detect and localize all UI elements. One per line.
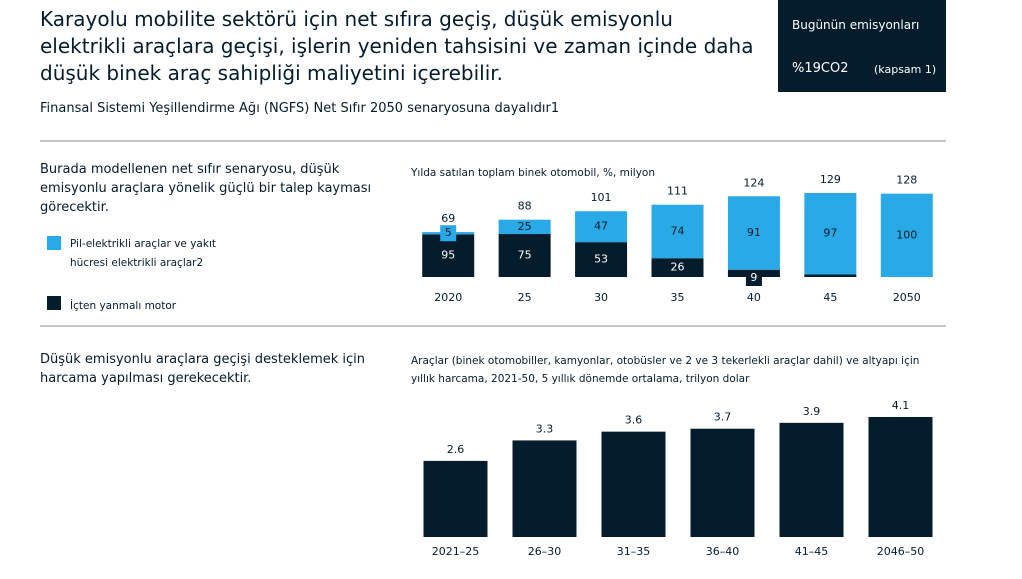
bar-segment bbox=[575, 242, 628, 277]
value-label: 2.6 bbox=[447, 443, 465, 456]
x-tick-label: 41–45 bbox=[795, 545, 829, 558]
bar bbox=[779, 422, 844, 537]
total-label: 88 bbox=[518, 200, 532, 213]
box-note: (kapsam 1) bbox=[874, 63, 937, 76]
x-tick-label: 2021–25 bbox=[432, 545, 480, 558]
value-label: 75 bbox=[518, 249, 532, 262]
value-label: 47 bbox=[594, 220, 608, 233]
total-label: 129 bbox=[820, 173, 841, 186]
total-label: 124 bbox=[743, 176, 764, 189]
box-label: Bugünün emisyonları bbox=[792, 18, 920, 32]
total-label: 128 bbox=[896, 174, 917, 187]
bar-segment bbox=[880, 193, 933, 277]
value-label: 25 bbox=[518, 220, 532, 233]
value-label: 26 bbox=[671, 261, 685, 274]
bar-segment bbox=[651, 258, 704, 277]
legend-label: Pil-elektrikli araçlar ve yakıt hücresi … bbox=[70, 238, 216, 269]
value-label: 3.3 bbox=[536, 422, 554, 435]
bar-segment bbox=[804, 274, 857, 277]
bar bbox=[690, 428, 755, 537]
x-tick-label: 31–35 bbox=[617, 545, 651, 558]
bar-segment bbox=[727, 196, 780, 270]
label-bg bbox=[745, 270, 762, 286]
bar-segment bbox=[651, 204, 704, 259]
total-label: 69 bbox=[441, 212, 455, 225]
value-label: 100 bbox=[896, 228, 917, 241]
bar-segment bbox=[422, 234, 475, 277]
bar-segment bbox=[498, 234, 551, 277]
title: Karayolu mobilite sektörü için net sıfır… bbox=[40, 7, 754, 85]
x-tick-label: 2046–50 bbox=[877, 545, 925, 558]
value-label: 3.6 bbox=[625, 414, 643, 427]
value-label: 3.9 bbox=[803, 405, 821, 418]
chart-title: Yılda satılan toplam binek otomobil, %, … bbox=[411, 167, 656, 179]
bar bbox=[601, 431, 666, 537]
box-value: %19CO2 bbox=[792, 61, 849, 76]
subtitle: Finansal Sistemi Yeşillendirme Ağı (NGFS… bbox=[40, 101, 560, 116]
value-label: 4.1 bbox=[892, 399, 910, 412]
chart-title: Araçlar (binek otomobiller, kamyonlar, o… bbox=[411, 355, 920, 385]
value-label: 97 bbox=[823, 227, 837, 240]
value-label: 91 bbox=[747, 226, 761, 239]
x-tick-label: 2050 bbox=[893, 291, 921, 304]
bar-segment bbox=[575, 211, 628, 243]
value-label: 5 bbox=[445, 226, 452, 239]
total-label: 101 bbox=[591, 191, 612, 204]
value-label: 95 bbox=[441, 249, 455, 262]
bar bbox=[868, 417, 933, 537]
x-tick-label: 35 bbox=[671, 291, 685, 304]
x-tick-label: 36–40 bbox=[706, 545, 740, 558]
x-tick-label: 40 bbox=[747, 291, 761, 304]
x-tick-label: 26–30 bbox=[528, 545, 562, 558]
label-bg bbox=[440, 225, 457, 242]
bar bbox=[423, 460, 488, 537]
value-label: 9 bbox=[750, 271, 757, 284]
legend-label: İçten yanmalı motor bbox=[70, 300, 177, 312]
value-label: 53 bbox=[594, 253, 608, 266]
bar-segment bbox=[498, 219, 551, 235]
x-tick-label: 25 bbox=[518, 291, 532, 304]
legend-swatch bbox=[47, 296, 61, 310]
emissions-box: Bugünün emisyonları %19CO2 (kapsam 1) bbox=[778, 0, 946, 92]
legend-swatch bbox=[47, 236, 61, 250]
section-text: Burada modellenen net sıfır senaryosu, d… bbox=[40, 162, 372, 215]
x-tick-label: 45 bbox=[823, 291, 837, 304]
x-tick-label: 30 bbox=[594, 291, 608, 304]
bar-segment bbox=[804, 193, 857, 275]
value-label: 74 bbox=[671, 224, 685, 237]
section-text: Düşük emisyonlu araçlara geçişi destekle… bbox=[40, 352, 365, 386]
bar bbox=[512, 440, 577, 537]
x-tick-label: 2020 bbox=[434, 291, 462, 304]
value-label: 3.7 bbox=[714, 411, 732, 424]
total-label: 111 bbox=[667, 185, 688, 198]
